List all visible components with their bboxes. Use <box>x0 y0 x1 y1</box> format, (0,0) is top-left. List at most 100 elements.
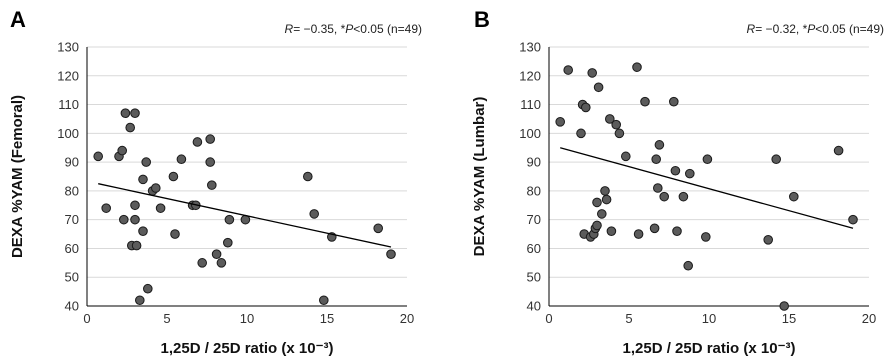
x-tick-label: 10 <box>240 311 254 326</box>
y-tick-label: 40 <box>65 299 79 314</box>
y-tick-label: 50 <box>65 270 79 285</box>
data-point <box>592 197 602 208</box>
data-point <box>309 209 320 219</box>
data-point <box>125 122 135 133</box>
y-tick-label: 80 <box>527 183 541 198</box>
data-point <box>135 295 145 306</box>
data-point <box>205 134 215 144</box>
data-point <box>654 140 665 150</box>
x-tick-label: 15 <box>320 311 334 326</box>
panel-letter: A <box>10 7 26 32</box>
data-point <box>685 168 695 179</box>
x-tick-label: 0 <box>83 311 90 326</box>
panel-letter: B <box>474 7 490 32</box>
stats-r-text: = −0.32, * <box>755 22 807 36</box>
panel-a: 40 50 60 70 80 90 100 110 120 130 0 5 10 15 20 1,25D / … <box>9 7 422 357</box>
x-tick-label: 10 <box>702 311 716 326</box>
data-point <box>117 145 127 156</box>
data-point <box>216 258 227 268</box>
data-point <box>143 283 153 294</box>
y-axis-label: DEXA %YAM (Lumbar) <box>471 97 488 257</box>
x-tick-label: 20 <box>862 311 876 326</box>
x-axis-label: 1,25D / 25D ratio (x 10⁻³) <box>623 340 796 357</box>
data-point <box>597 209 607 219</box>
data-point <box>207 180 217 190</box>
y-tick-label: 90 <box>65 155 79 170</box>
stats-r-text: = −0.35, * <box>293 22 345 36</box>
data-point <box>621 151 631 162</box>
data-point <box>605 114 615 124</box>
y-tick-label: 70 <box>65 212 79 227</box>
data-point <box>779 301 790 311</box>
data-point <box>701 232 711 242</box>
data-point <box>669 96 679 107</box>
data-point <box>702 154 713 165</box>
y-tick-label: 130 <box>57 40 79 55</box>
y-tick-label: 70 <box>527 212 541 227</box>
x-tick-label: 0 <box>545 311 552 326</box>
data-point <box>138 226 148 236</box>
data-point <box>614 128 625 139</box>
data-point <box>683 260 694 271</box>
x-tick-label: 20 <box>400 311 414 326</box>
stats-p-label: P <box>345 22 353 36</box>
data-point <box>303 171 313 182</box>
data-point <box>789 191 799 202</box>
data-point <box>633 229 644 239</box>
data-point <box>205 157 215 167</box>
panel-b: 40 50 60 70 80 90 100 110 120 130 0 5 10 15 20 1,25D / … <box>471 7 884 357</box>
data-point <box>771 154 782 165</box>
data-point <box>651 154 662 165</box>
data-point <box>224 214 235 225</box>
y-tick-label: 50 <box>527 270 541 285</box>
y-tick-label: 60 <box>527 241 541 256</box>
data-point <box>170 229 180 239</box>
y-tick-label: 40 <box>527 299 541 314</box>
data-point <box>587 68 598 78</box>
trend-line <box>98 183 392 248</box>
data-point <box>119 214 129 225</box>
data-point <box>576 128 586 139</box>
data-point <box>211 249 222 259</box>
y-tick-label: 130 <box>519 40 541 55</box>
data-point <box>192 137 203 147</box>
data-point <box>763 235 774 245</box>
data-point <box>653 183 663 193</box>
data-point <box>176 154 187 165</box>
data-point <box>581 102 591 113</box>
data-point <box>601 194 612 205</box>
data-point <box>151 183 161 193</box>
data-point <box>130 200 140 211</box>
data-point <box>197 258 207 268</box>
x-axis-label: 1,25D / 25D ratio (x 10⁻³) <box>161 340 334 357</box>
data-point <box>101 203 111 213</box>
y-axis-label: DEXA %YAM (Femoral) <box>9 95 26 258</box>
data-point <box>130 214 140 225</box>
data-point <box>672 226 682 236</box>
y-tick-label: 100 <box>519 126 541 141</box>
data-point <box>93 151 103 162</box>
data-point <box>659 191 670 202</box>
data-point <box>138 174 148 185</box>
trend-line <box>560 147 854 229</box>
data-point <box>223 237 233 248</box>
data-point <box>640 96 650 107</box>
data-point <box>120 108 131 118</box>
data-point <box>678 191 689 202</box>
stats-p-label: P <box>807 22 815 36</box>
data-point <box>168 171 179 182</box>
data-point <box>155 203 166 213</box>
data-point <box>833 145 844 156</box>
y-tick-label: 120 <box>57 68 79 83</box>
data-point <box>555 117 566 127</box>
y-tick-label: 80 <box>65 183 79 198</box>
data-point <box>606 226 617 236</box>
data-point <box>373 223 384 234</box>
x-tick-label: 15 <box>782 311 796 326</box>
data-point <box>592 220 602 231</box>
data-point <box>386 249 396 259</box>
data-point <box>611 119 622 130</box>
data-point <box>649 223 660 234</box>
data-point <box>848 214 858 225</box>
